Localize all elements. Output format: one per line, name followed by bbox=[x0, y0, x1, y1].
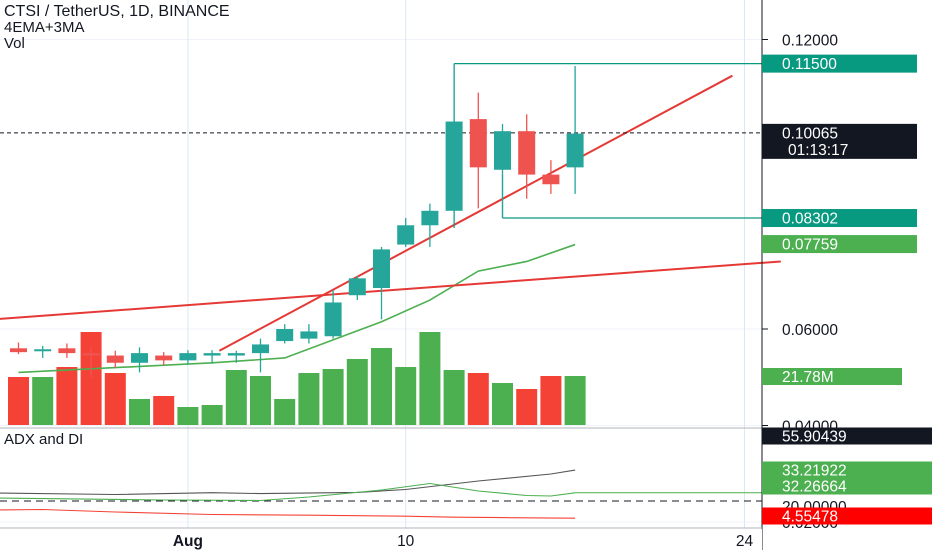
adx-value-label-bg bbox=[762, 477, 932, 495]
volume-bar bbox=[80, 332, 102, 425]
candle-body bbox=[58, 348, 76, 354]
adx-value-label-bg bbox=[762, 461, 932, 479]
adx-value-label: 33.21922 bbox=[782, 463, 847, 480]
di-plus-line bbox=[0, 482, 576, 502]
trend-line bbox=[0, 260, 781, 320]
volume-bar bbox=[153, 396, 175, 425]
candle-body bbox=[542, 174, 560, 185]
candle-body bbox=[348, 278, 366, 296]
price-label: 0.08302 bbox=[782, 211, 838, 228]
bar-countdown-label: 01:13:17 bbox=[788, 142, 848, 159]
candle-body bbox=[203, 353, 221, 356]
candle-body bbox=[397, 225, 415, 245]
volume-bar bbox=[56, 367, 78, 425]
price-label-bg bbox=[762, 54, 917, 73]
volume-bar bbox=[104, 373, 126, 425]
price-label-bg bbox=[762, 235, 917, 254]
volume-bar bbox=[201, 405, 223, 425]
adx-value-label: 55.90439 bbox=[782, 429, 847, 446]
candle-body bbox=[421, 210, 439, 226]
candle-body bbox=[179, 353, 197, 361]
adx-value-label-bg bbox=[762, 507, 932, 525]
volume-bar bbox=[443, 370, 465, 425]
candle-body bbox=[300, 331, 318, 339]
volume-bar bbox=[225, 370, 247, 425]
price-label-bg bbox=[762, 209, 917, 228]
price-label: 0.11500 bbox=[782, 56, 837, 73]
symbol-title[interactable]: CTSI / TetherUS, 1D, BINANCE bbox=[4, 3, 230, 20]
indicator-adx-title[interactable]: ADX and DI bbox=[4, 431, 84, 448]
volume-bar bbox=[419, 332, 441, 425]
volume-bar bbox=[250, 376, 271, 425]
current-price-badge bbox=[762, 123, 917, 159]
adx-value-label: 32.26664 bbox=[782, 479, 847, 496]
volume-label: 21.78M bbox=[782, 369, 834, 386]
volume-bar bbox=[346, 359, 368, 425]
candle-body bbox=[252, 344, 269, 354]
candle-body bbox=[276, 329, 294, 342]
volume-bar bbox=[516, 389, 538, 425]
volume-label-bg bbox=[762, 368, 902, 385]
volume-bar bbox=[322, 369, 344, 425]
volume-bar bbox=[492, 383, 513, 425]
time-axis-label: 10 bbox=[397, 533, 415, 550]
current-price-label: 0.10065 bbox=[782, 125, 838, 142]
volume-bar bbox=[467, 373, 489, 425]
candle-body bbox=[445, 121, 463, 211]
time-axis-label: Aug bbox=[173, 533, 203, 550]
candle-body bbox=[82, 353, 100, 356]
candle-body bbox=[518, 131, 536, 175]
price-tick-label: 0.12000 bbox=[782, 33, 838, 50]
volume-bar bbox=[395, 367, 417, 425]
candle-body bbox=[131, 353, 148, 363]
price-tick-label: 0.06000 bbox=[782, 322, 838, 339]
volume-bar bbox=[564, 376, 586, 425]
volume-bar bbox=[274, 399, 296, 425]
moving-average-line bbox=[18, 243, 576, 374]
adx-value-label: 4.55478 bbox=[782, 509, 838, 526]
time-axis-label: 24 bbox=[736, 533, 754, 550]
candle-body bbox=[494, 131, 511, 170]
indicator-ema-ma[interactable]: 4EMA+3MA bbox=[4, 19, 85, 36]
candle-body bbox=[373, 249, 390, 288]
time-axis-bg bbox=[0, 529, 762, 550]
volume-bar bbox=[540, 376, 562, 425]
candle-body bbox=[155, 355, 173, 361]
volume-bar bbox=[177, 407, 199, 425]
volume-bar bbox=[371, 348, 392, 425]
adx-value-label-bg bbox=[762, 427, 932, 445]
di-minus-line bbox=[0, 508, 576, 519]
volume-bar bbox=[8, 377, 29, 425]
indicator-volume[interactable]: Vol bbox=[4, 35, 25, 52]
candle-body bbox=[10, 348, 27, 353]
candle-body bbox=[227, 353, 245, 356]
candle-body bbox=[566, 133, 584, 168]
volume-bar bbox=[129, 399, 150, 425]
candle-body bbox=[34, 349, 52, 352]
trend-line bbox=[218, 74, 733, 352]
candle-body bbox=[106, 355, 124, 363]
candle-body bbox=[469, 119, 487, 168]
volume-bar bbox=[298, 373, 320, 425]
price-label: 0.07759 bbox=[782, 237, 838, 254]
candle-body bbox=[324, 302, 342, 337]
volume-bar bbox=[32, 377, 54, 425]
